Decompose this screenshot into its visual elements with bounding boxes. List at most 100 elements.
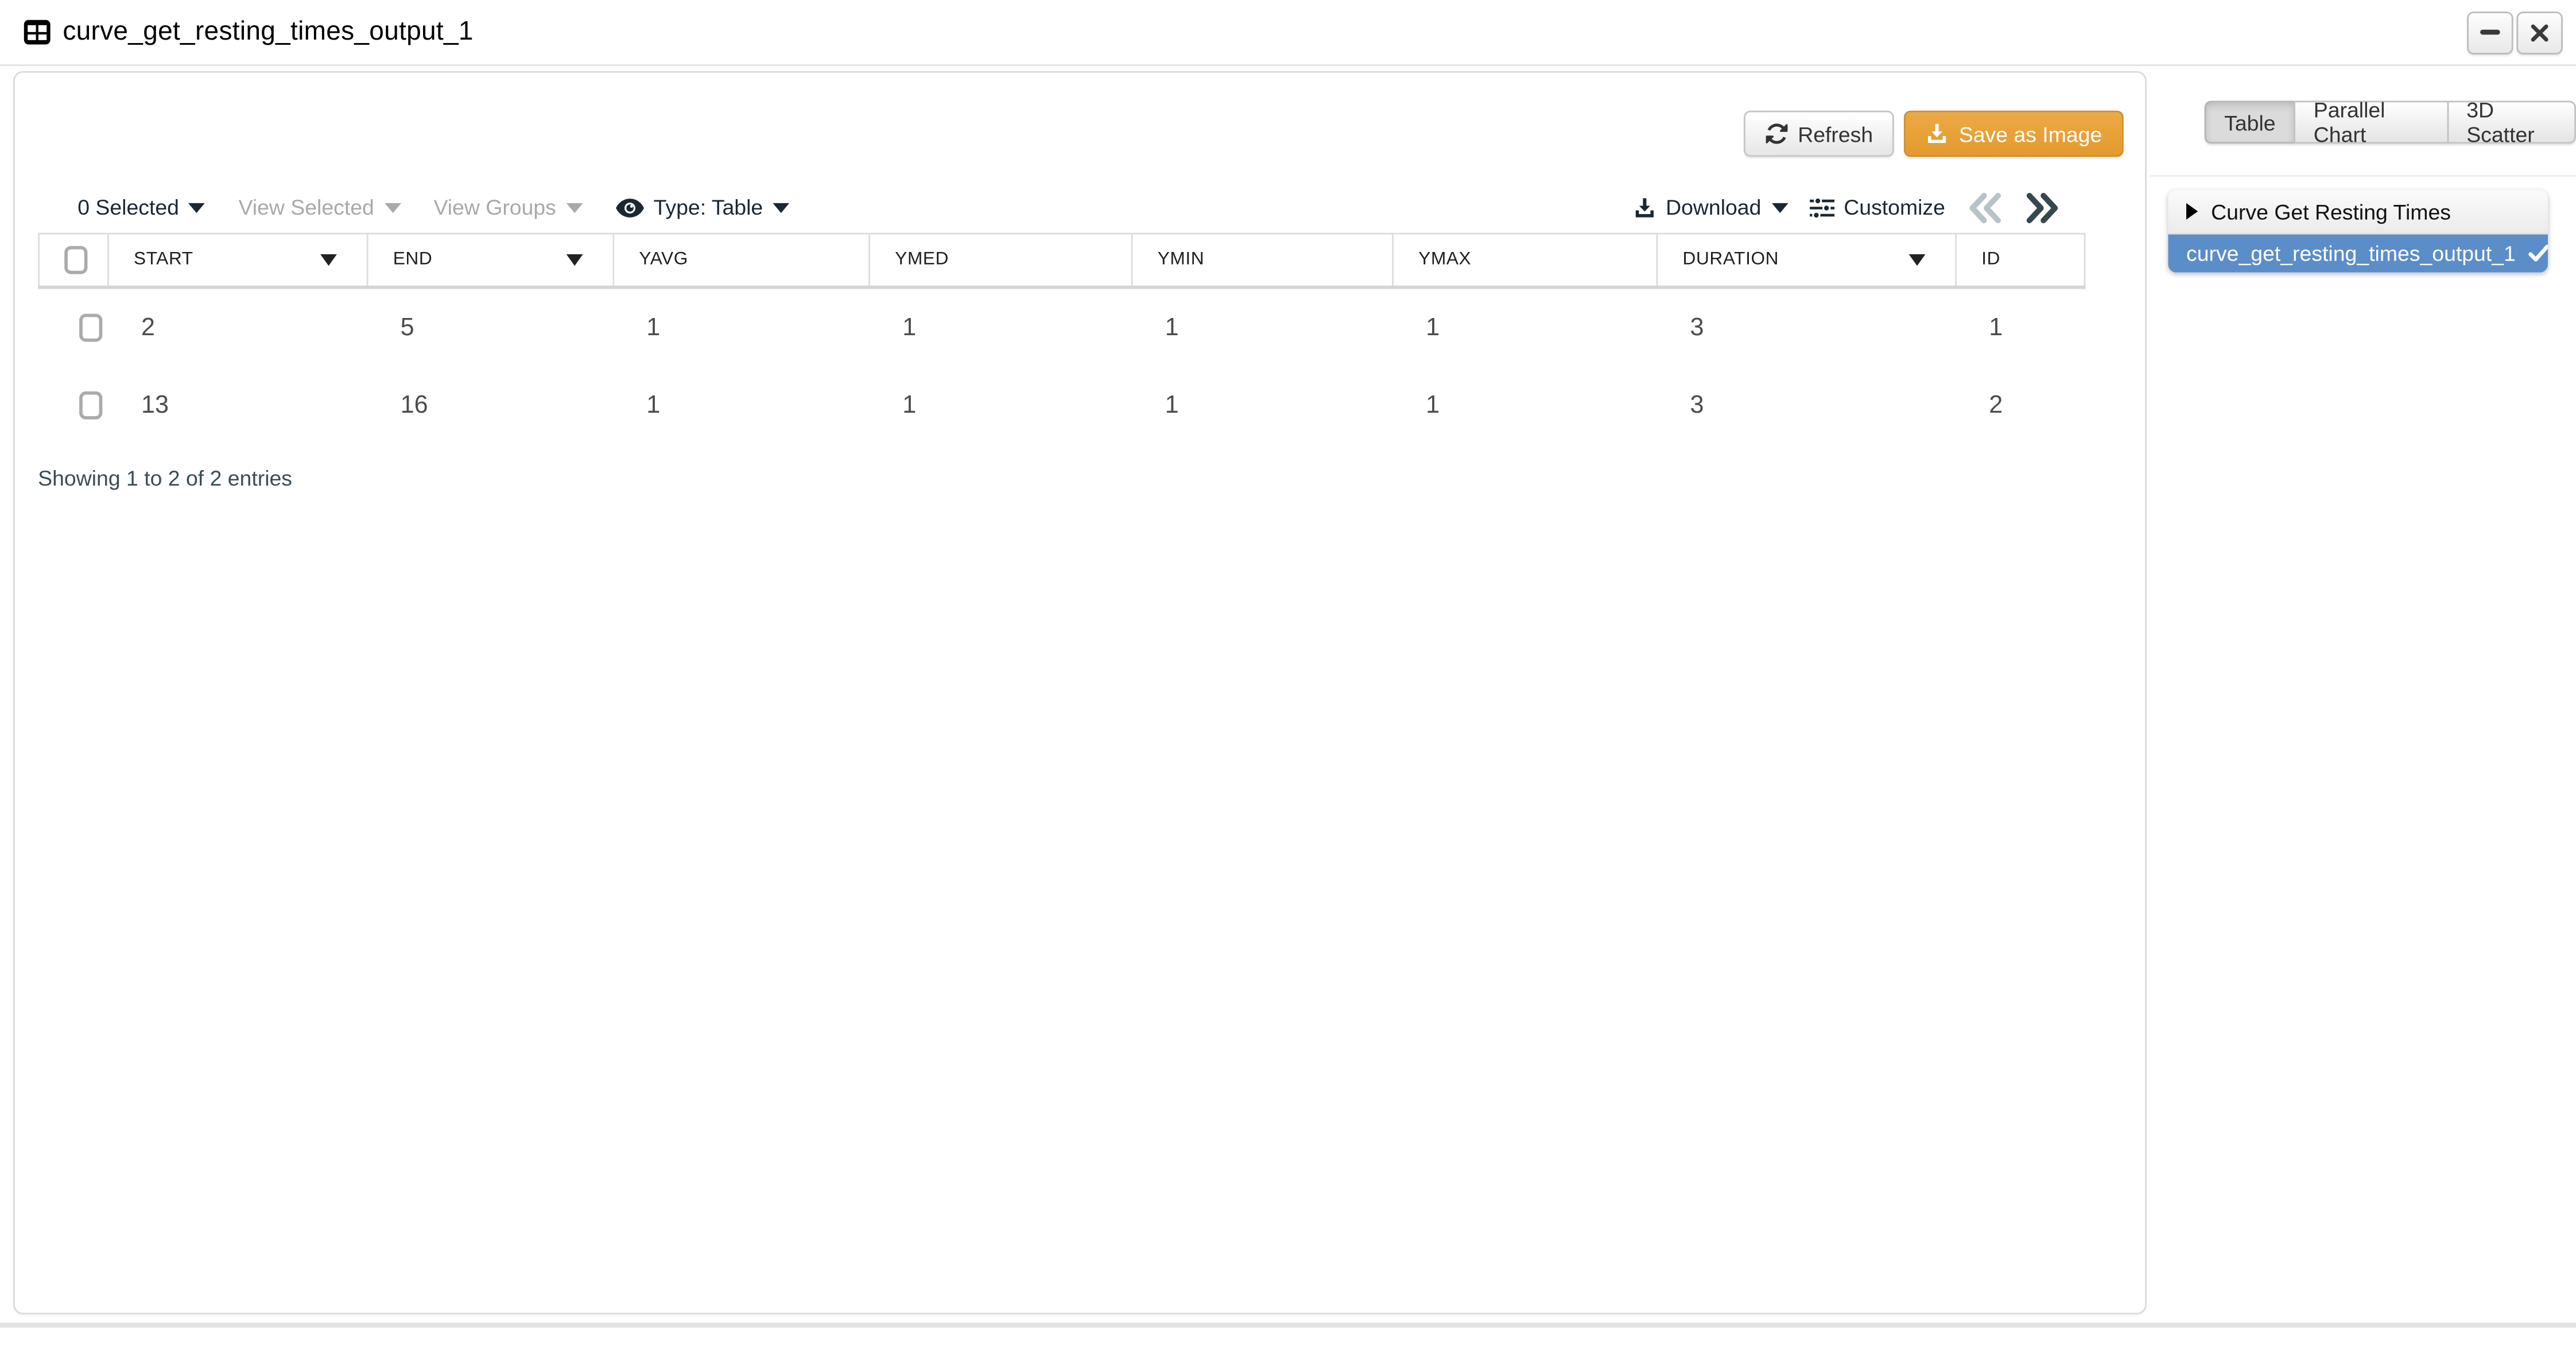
view-groups-label: View Groups [433,195,556,220]
sliders-icon [1809,196,1834,219]
column-menu-icon[interactable] [566,254,583,266]
dataset-group-header[interactable]: Curve Get Resting Times [2168,189,2548,235]
column-label: YAVG [639,250,688,270]
view-groups-dropdown[interactable]: View Groups [433,195,583,220]
minimize-button[interactable] [2467,10,2513,54]
chevron-down-icon [384,203,401,214]
select-all-header [38,232,109,289]
row-checkbox[interactable] [78,391,102,420]
results-table: START END YAVG YMED YMIN [38,232,2086,445]
dataset-list: Curve Get Resting Times curve_get_restin… [2168,189,2548,273]
table-row: 2 5 1 1 1 1 3 1 [39,286,2085,366]
table-toolbar: 0 Selected View Selected View Groups [15,185,2145,230]
column-label: YMIN [1157,250,1205,270]
save-as-image-button[interactable]: Save as Image [1904,110,2124,157]
download-image-icon [1926,122,1949,145]
customize-label: Customize [1844,195,1945,220]
view-selected-dropdown[interactable]: View Selected [238,195,401,220]
window-controls [2467,10,2563,54]
download-label: Download [1666,195,1762,220]
dataset-group-label: Curve Get Resting Times [2211,199,2451,224]
view-tab-group: Table Parallel Chart 3D Scatter [2204,98,2576,147]
column-menu-icon[interactable] [320,254,337,266]
table-panel: Refresh Save as Image 0 Selected [13,71,2147,1315]
type-dropdown[interactable]: Type: Table [615,195,790,220]
column-header-yavg: YAVG [612,232,871,289]
column-menu-icon[interactable] [1908,254,1926,266]
table-icon [23,18,51,46]
window-title: curve_get_resting_times_output_1 [63,17,474,46]
select-all-checkbox[interactable] [64,245,88,274]
table-row: 13 16 1 1 1 1 3 2 [39,366,2085,445]
cell-ymax: 1 [1426,391,1440,420]
page-bottom-divider [0,1322,2576,1328]
column-header-start[interactable]: START [107,232,368,289]
chevron-down-icon [566,203,583,214]
download-icon [1633,196,1656,219]
close-icon [2530,22,2550,42]
check-icon [2529,245,2548,263]
selected-count-dropdown[interactable]: 0 Selected [77,195,205,220]
column-header-ymax: YMAX [1392,232,1658,289]
cell-duration: 3 [1690,313,1704,342]
page-previous-button[interactable] [1966,189,2003,225]
column-header-ymin: YMIN [1131,232,1394,289]
dataset-item[interactable]: curve_get_resting_times_output_1 [2168,234,2548,273]
minimize-icon [2480,29,2500,35]
collapse-arrow-icon [2186,203,2198,220]
cell-yavg: 1 [646,313,661,342]
double-chevron-left-icon [1969,192,2001,223]
panel-actions: Refresh Save as Image [15,73,2145,157]
tab-table[interactable]: Table [2204,100,2296,144]
column-label: ID [1981,250,2001,270]
cell-ymin: 1 [1165,313,1179,342]
save-as-image-label: Save as Image [1958,121,2102,146]
page-next-button[interactable] [2024,189,2061,225]
cell-end: 5 [400,313,414,342]
column-label: YMED [895,250,949,270]
sidebar-divider [2150,174,2576,177]
table-header-row: START END YAVG YMED YMIN [38,232,2086,289]
cell-start: 2 [141,313,155,342]
column-label: DURATION [1682,250,1779,270]
cell-id: 2 [1989,391,2003,420]
chevron-down-icon [1771,203,1788,214]
selected-count-label: 0 Selected [77,195,179,220]
cell-end: 16 [400,391,428,420]
column-header-ymed: YMED [868,232,1133,289]
tab-label: 3D Scatter [2466,97,2535,148]
refresh-icon [1765,122,1788,145]
download-dropdown[interactable]: Download [1633,195,1788,220]
cell-yavg: 1 [646,391,661,420]
dataset-item-label: curve_get_resting_times_output_1 [2186,241,2516,266]
cell-ymax: 1 [1426,313,1440,342]
chevron-down-icon [773,203,790,214]
customize-button[interactable]: Customize [1809,195,1945,220]
tab-parallel-chart[interactable]: Parallel Chart [2294,98,2449,147]
column-header-id: ID [1955,232,2086,289]
tab-label: Parallel Chart [2313,97,2385,148]
title-bar: curve_get_resting_times_output_1 [0,0,2576,67]
toolbar-right: Download [1633,189,2061,225]
tab-3d-scatter[interactable]: 3D Scatter [2446,98,2576,147]
double-chevron-right-icon [2026,192,2058,223]
refresh-button[interactable]: Refresh [1743,110,1895,157]
entries-summary: Showing 1 to 2 of 2 entries [38,464,293,490]
column-header-duration[interactable]: DURATION [1656,232,1957,289]
row-checkbox[interactable] [78,313,102,342]
cell-ymed: 1 [902,313,917,342]
type-label: Type: Table [653,195,763,220]
tab-label: Table [2224,110,2276,135]
chevron-down-icon [189,203,205,214]
eye-icon [615,197,644,218]
cell-duration: 3 [1690,391,1704,420]
cell-start: 13 [141,391,169,420]
toolbar-left: 0 Selected View Selected View Groups [77,195,790,220]
column-label: YMAX [1418,250,1472,270]
view-selected-label: View Selected [238,195,374,220]
cell-ymin: 1 [1165,391,1179,420]
column-header-end[interactable]: END [366,232,615,289]
column-label: END [393,250,433,270]
close-button[interactable] [2516,10,2563,54]
